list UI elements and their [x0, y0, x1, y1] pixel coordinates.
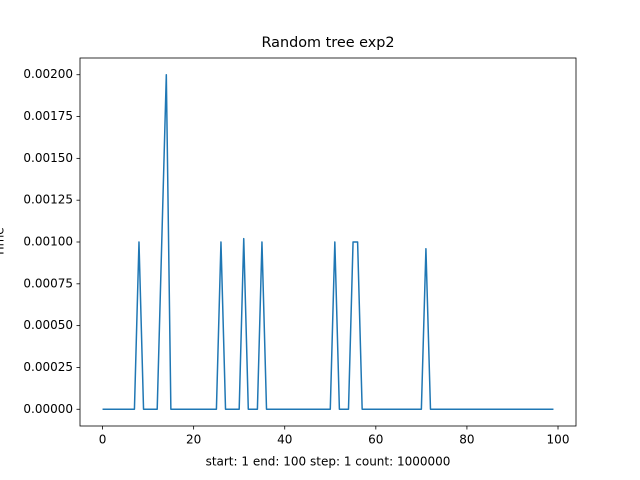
- y-tick-label: 0.00200: [23, 67, 73, 81]
- x-tick-label: 80: [459, 433, 474, 447]
- x-tick-label: 0: [99, 433, 107, 447]
- x-tick-label: 100: [547, 433, 570, 447]
- x-axis-label: start: 1 end: 100 step: 1 count: 1000000: [206, 455, 451, 469]
- y-tick-label: 0.00025: [23, 360, 73, 374]
- data-line: [102, 73, 554, 411]
- y-tick-label: 0.00050: [23, 318, 73, 332]
- y-tick-label: 0.00075: [23, 276, 73, 290]
- y-tick-label: 0.00000: [23, 402, 73, 416]
- plot-frame: [79, 57, 577, 427]
- chart-title: Random tree exp2: [261, 35, 394, 51]
- y-tick-label: 0.00150: [23, 151, 73, 165]
- y-tick-label: 0.00100: [23, 235, 73, 249]
- y-axis-label: Time: [0, 227, 7, 257]
- y-tick-label: 0.00125: [23, 193, 73, 207]
- x-tick-label: 20: [186, 433, 201, 447]
- x-tick-label: 40: [277, 433, 292, 447]
- y-tick-label: 0.00175: [23, 109, 73, 123]
- x-tick-label: 60: [368, 433, 383, 447]
